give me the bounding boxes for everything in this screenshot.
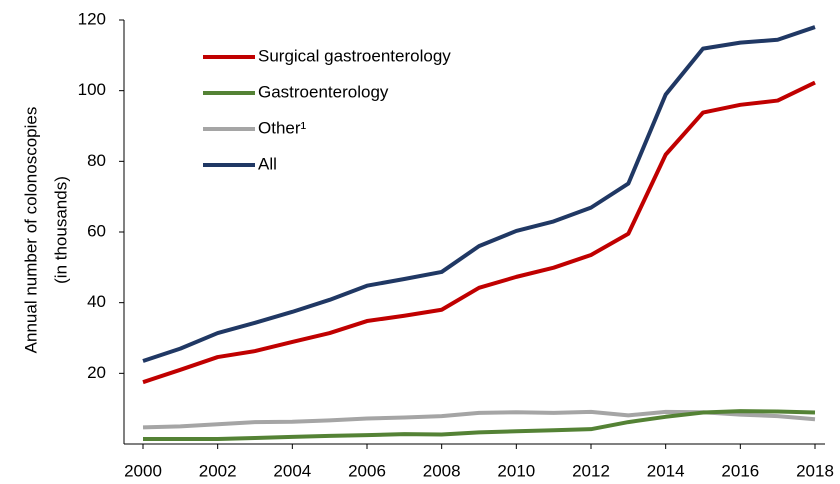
x-tick-label: 2002 (199, 461, 237, 480)
series-line (142, 80, 816, 385)
x-tick-label: 2016 (721, 461, 759, 480)
x-tick-label: 2018 (796, 461, 834, 480)
y-label-group: Annual number of colonoscopies (in thous… (21, 107, 70, 354)
series-line (142, 409, 816, 430)
y-tick-label: 60 (87, 221, 106, 240)
x-tick-label: 2014 (647, 461, 685, 480)
x-tick-label: 2010 (497, 461, 535, 480)
legend-label: Gastroenterology (258, 82, 389, 101)
x-tick-label: 2004 (273, 461, 311, 480)
y-tick-label: 120 (78, 9, 106, 28)
legend-label: Surgical gastroenterology (258, 46, 451, 65)
y-tick-label: 100 (78, 80, 106, 99)
x-tick-label: 2008 (423, 461, 461, 480)
x-tick-label: 2012 (572, 461, 610, 480)
series-line (143, 409, 816, 442)
x-tick-label: 2000 (124, 461, 162, 480)
y-axis-label: (in thousands) (51, 176, 70, 284)
series-line (142, 25, 816, 363)
y-tick-label: 80 (87, 151, 106, 170)
y-tick-label: 40 (87, 292, 106, 311)
x-tick-label: 2006 (348, 461, 386, 480)
y-axis-label: Annual number of colonoscopies (21, 107, 40, 354)
y-tick-label: 20 (87, 363, 106, 382)
legend-label: All (258, 154, 277, 173)
legend-label: Other¹ (258, 118, 307, 137)
